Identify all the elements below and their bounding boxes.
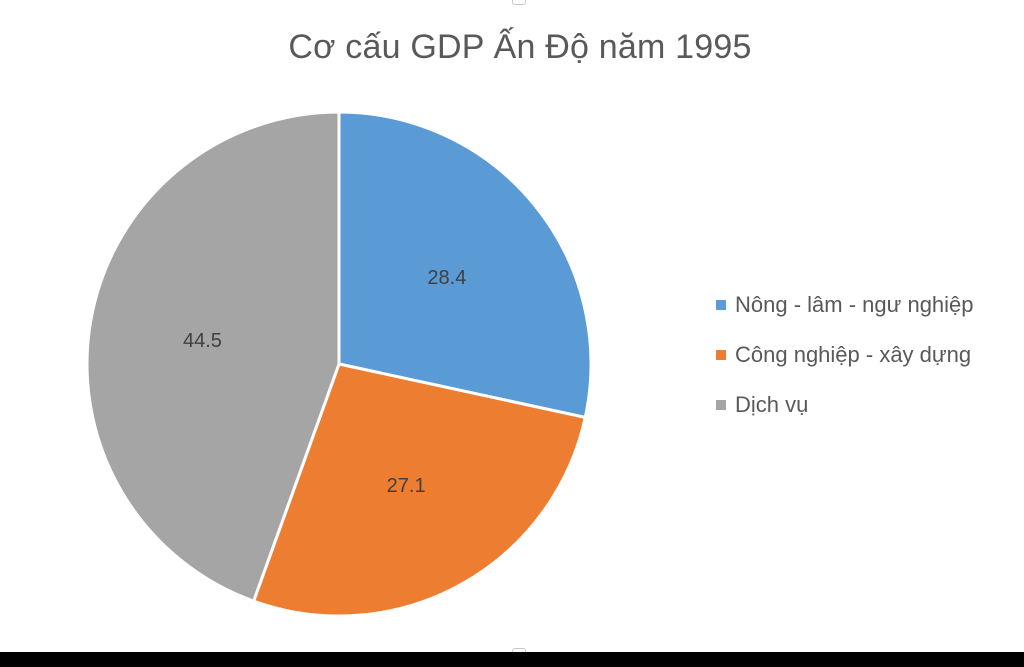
legend-swatch	[716, 400, 726, 410]
legend-item: Nông - lâm - ngư nghiệp	[716, 292, 974, 318]
legend-swatch	[716, 300, 726, 310]
pie-slice[interactable]	[337, 110, 593, 420]
resize-handle-bottom[interactable]	[512, 648, 526, 652]
pie-data-label: 28.4	[427, 267, 466, 289]
chart-title: Cơ cấu GDP Ấn Độ năm 1995	[288, 28, 752, 66]
pie-chart: 28.4 27.1 44.5	[85, 110, 593, 618]
legend-label: Công nghiệp - xây dựng	[735, 342, 972, 367]
pie-data-label: 27.1	[387, 475, 426, 497]
chart-legend: Nông - lâm - ngư nghiệp Công nghiệp - xâ…	[716, 292, 974, 442]
legend-swatch	[716, 350, 726, 360]
pie-slice[interactable]	[85, 110, 341, 604]
legend-item: Dịch vụ	[716, 392, 974, 418]
pie-slice[interactable]	[251, 362, 588, 618]
legend-item: Công nghiệp - xây dựng	[716, 342, 974, 368]
legend-label: Nông - lâm - ngư nghiệp	[735, 292, 974, 317]
legend-label: Dịch vụ	[735, 392, 809, 417]
chart-area: Cơ cấu GDP Ấn Độ năm 1995 28.4 27.1 44.5 N…	[0, 0, 1024, 652]
pie-data-label: 44.5	[183, 330, 222, 352]
resize-handle-top[interactable]	[512, 0, 526, 5]
